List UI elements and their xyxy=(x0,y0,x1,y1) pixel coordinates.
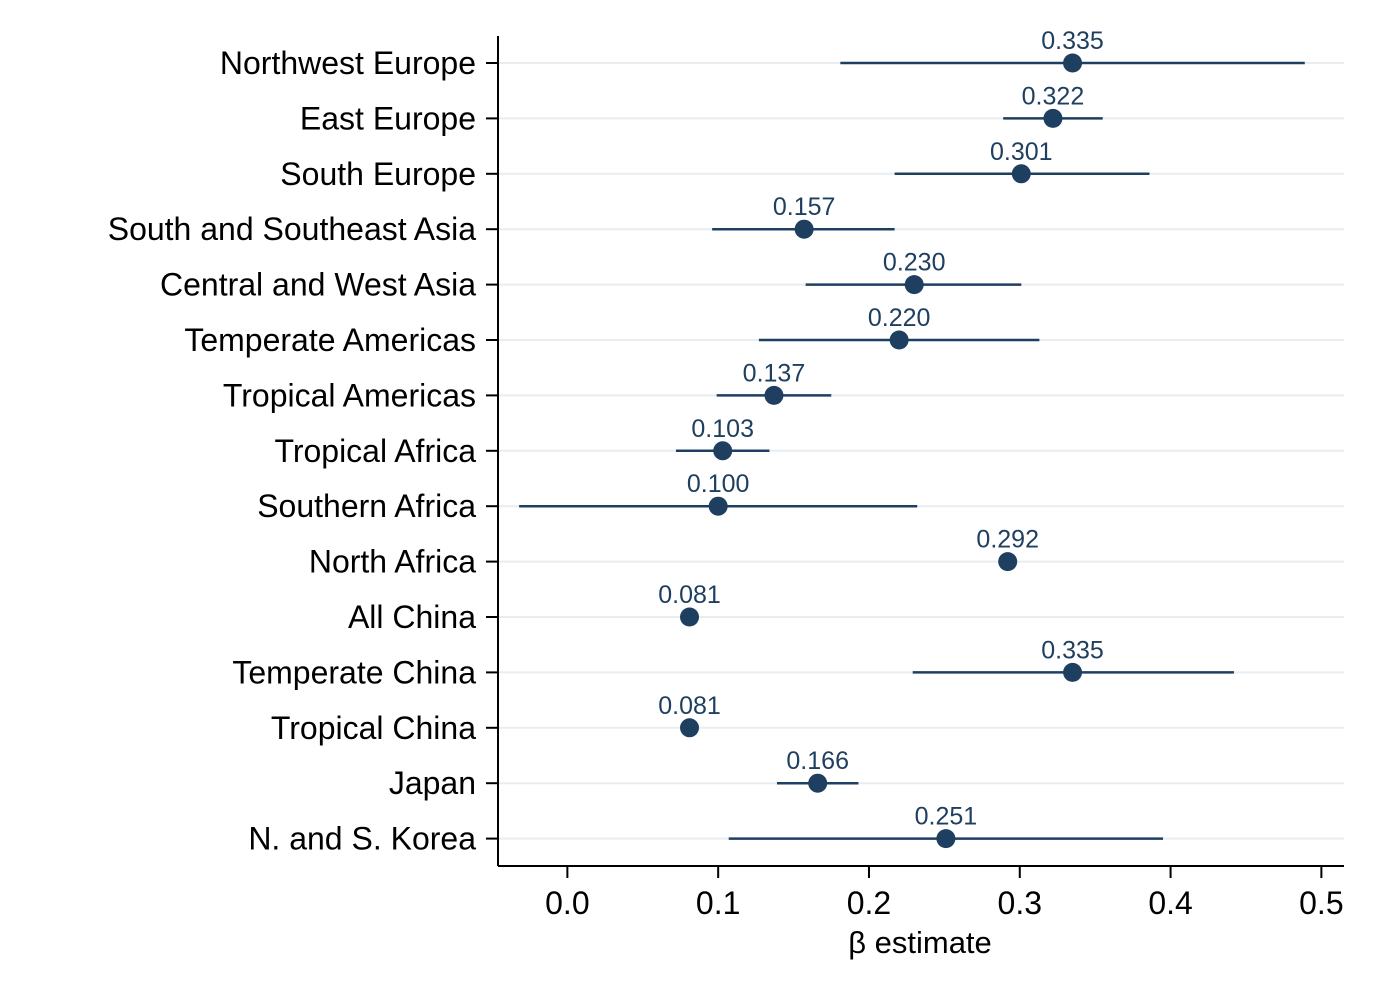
x-tick-label: 0.1 xyxy=(696,885,740,921)
category-label: Southern Africa xyxy=(257,488,476,524)
value-label: 0.301 xyxy=(990,138,1053,166)
category-label: N. and S. Korea xyxy=(248,821,476,857)
x-axis-title: β estimate xyxy=(848,925,992,960)
value-label: 0.081 xyxy=(658,692,721,720)
estimate-point xyxy=(708,496,728,516)
estimate-point xyxy=(889,330,909,350)
category-label: South and Southeast Asia xyxy=(108,211,476,247)
value-label: 0.157 xyxy=(773,193,836,221)
estimate-point xyxy=(998,552,1018,572)
category-label: All China xyxy=(348,599,476,635)
value-label: 0.335 xyxy=(1041,636,1104,664)
value-label: 0.137 xyxy=(743,359,806,387)
estimate-point xyxy=(1043,108,1063,128)
estimate-point xyxy=(680,718,700,738)
x-tick-label: 0.3 xyxy=(998,885,1042,921)
category-label: East Europe xyxy=(300,100,476,136)
value-label: 0.251 xyxy=(915,803,978,831)
category-label: Japan xyxy=(389,765,476,801)
category-label: Central and West Asia xyxy=(160,267,476,303)
value-label: 0.335 xyxy=(1041,27,1104,55)
axes: 0.0 0.1 0.2 0.3 0.4 0.5 xyxy=(486,36,1344,921)
estimate-point xyxy=(936,829,956,849)
estimate-points xyxy=(680,53,1083,849)
category-label: Tropical Africa xyxy=(274,433,476,469)
category-label: Temperate China xyxy=(232,654,476,690)
estimate-point xyxy=(794,219,814,239)
value-label: 0.081 xyxy=(658,581,721,609)
category-label: Tropical Americas xyxy=(223,377,476,413)
value-label: 0.103 xyxy=(691,415,754,443)
estimate-point xyxy=(1063,53,1083,73)
estimate-point xyxy=(680,607,700,627)
gridlines xyxy=(498,62,1344,840)
value-label: 0.322 xyxy=(1022,82,1085,110)
labels: Northwest Europe 0.335 East Europe 0.322 Sou… xyxy=(108,27,1104,857)
value-label: 0.220 xyxy=(868,304,931,332)
x-tick-label: 0.0 xyxy=(545,885,589,921)
category-label: Temperate Americas xyxy=(184,322,476,358)
estimate-point xyxy=(904,275,924,295)
x-tick-label: 0.5 xyxy=(1299,885,1343,921)
estimate-point xyxy=(808,773,828,793)
category-label: North Africa xyxy=(309,544,476,580)
value-label: 0.292 xyxy=(976,526,1039,554)
estimate-point xyxy=(1063,662,1083,682)
x-tick-label: 0.2 xyxy=(847,885,891,921)
value-label: 0.230 xyxy=(883,249,946,277)
category-label: Tropical China xyxy=(271,710,476,746)
estimate-point xyxy=(713,441,733,461)
estimate-point xyxy=(1011,164,1031,184)
category-label: Northwest Europe xyxy=(220,45,476,81)
value-label: 0.166 xyxy=(786,747,849,775)
estimate-point xyxy=(764,385,784,405)
x-tick-label: 0.4 xyxy=(1148,885,1192,921)
category-label: South Europe xyxy=(280,156,476,192)
value-label: 0.100 xyxy=(687,470,750,498)
